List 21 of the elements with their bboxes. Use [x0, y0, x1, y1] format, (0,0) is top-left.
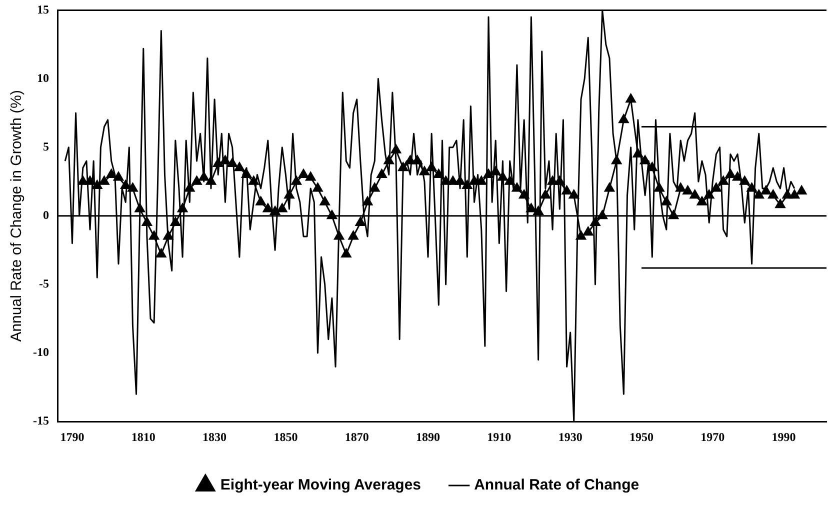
- x-tick-label: 1930: [558, 430, 582, 444]
- y-tick-label: -5: [38, 276, 49, 291]
- y-tick-label: 10: [36, 70, 49, 85]
- legend-label: Annual Rate of Change: [474, 476, 640, 494]
- x-tick-label: 1990: [772, 430, 796, 444]
- x-tick-label: 1790: [60, 430, 84, 444]
- y-tick-label: 0: [42, 208, 49, 222]
- x-tick-label: 1950: [629, 430, 654, 444]
- x-tick-label: 1870: [344, 430, 369, 444]
- y-tick-label: 15: [36, 2, 49, 16]
- x-tick-label: 1910: [487, 430, 512, 444]
- x-tick-label: 1830: [202, 430, 227, 444]
- x-tick-label: 1890: [416, 430, 440, 444]
- y-tick-label: -10: [32, 345, 49, 360]
- legend-label: Eight-year Moving Averages: [220, 476, 422, 494]
- x-tick-label: 1810: [131, 430, 156, 444]
- y-tick-label: 5: [42, 139, 49, 154]
- y-tick-label: -15: [32, 414, 49, 428]
- x-tick-label: 1850: [274, 430, 298, 444]
- x-tick-label: 1970: [700, 430, 725, 444]
- y-axis-title: Annual Rate of Change in Growth (%): [8, 90, 26, 342]
